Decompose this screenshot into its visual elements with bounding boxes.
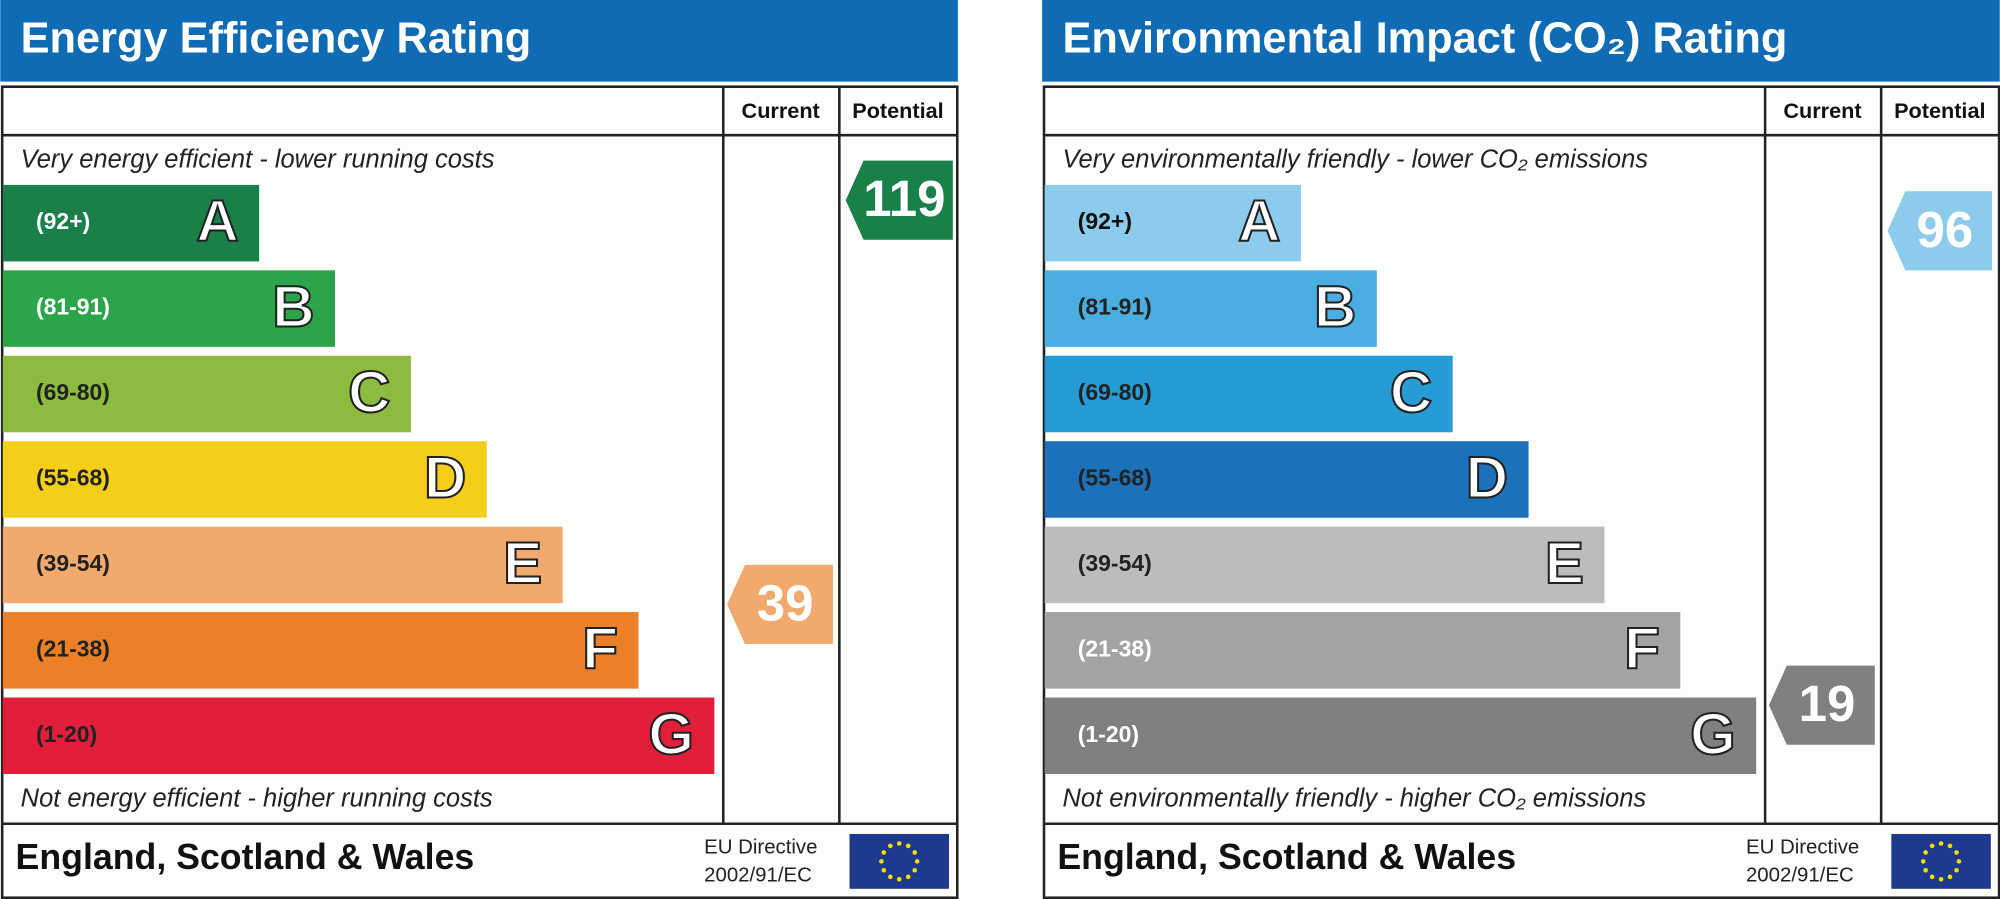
- bottom-note: Not energy efficient - higher running co…: [21, 784, 493, 812]
- directive-line: EU Directive: [704, 836, 817, 858]
- band-letter: D: [424, 446, 466, 511]
- eu-star: [914, 859, 920, 864]
- directive-line: 2002/91/EC: [1746, 864, 1854, 886]
- eu-star: [879, 859, 884, 864]
- eu-star: [1938, 841, 1944, 846]
- band-range: (1-20): [36, 721, 97, 747]
- band-bar: [1044, 355, 1453, 433]
- potential-arrow: [1887, 191, 1993, 271]
- band-range: (69-80): [36, 379, 110, 405]
- band-letter: A: [196, 189, 238, 254]
- potential-score: 119: [863, 170, 945, 227]
- eu-star: [1920, 859, 1926, 864]
- top-note: Very energy efficient - lower running co…: [21, 145, 495, 173]
- eu-star: [1947, 874, 1953, 880]
- band-letter: C: [348, 360, 390, 425]
- bottom-note: Not environmentally friendly - higher CO…: [1062, 784, 1646, 812]
- band-bar: [1044, 184, 1301, 262]
- potential-header: Potential: [852, 98, 943, 123]
- band-letter: C: [1390, 360, 1432, 425]
- eu-star: [905, 843, 911, 849]
- eu-star: [881, 850, 887, 855]
- rating-panel: Energy Efficiency Rating Current Potential…: [0, 0, 959, 899]
- eu-star: [896, 876, 902, 882]
- band-letter: D: [1466, 446, 1508, 511]
- band-bar: [2, 526, 563, 604]
- band-range: (21-38): [1078, 635, 1152, 661]
- eu-star: [912, 850, 918, 855]
- band-bar: [2, 697, 715, 775]
- eu-star: [1929, 843, 1935, 849]
- current-score: 39: [757, 574, 814, 631]
- directive-line: EU Directive: [1746, 836, 1859, 858]
- band-letter: E: [1545, 531, 1584, 596]
- top-note: Very environmentally friendly - lower CO…: [1062, 145, 1648, 173]
- title-bar: [1042, 0, 2000, 82]
- band-bar: [1044, 612, 1681, 689]
- panel-title: Energy Efficiency Rating: [21, 14, 532, 62]
- band-range: (69-80): [1078, 379, 1152, 405]
- band-bar: [1044, 697, 1757, 775]
- current-header: Current: [1783, 98, 1861, 123]
- title-bar: [0, 0, 958, 82]
- current-arrow: [727, 564, 833, 644]
- band-letter: E: [503, 531, 542, 596]
- band-range: (39-54): [36, 550, 110, 576]
- band-bar: [2, 355, 411, 433]
- current-score: 19: [1799, 675, 1856, 732]
- directive-line: 2002/91/EC: [704, 864, 812, 886]
- band-letter: F: [582, 616, 618, 681]
- eu-star: [888, 874, 893, 880]
- band-range: (92+): [1078, 208, 1132, 234]
- footer-country: England, Scotland & Wales: [1057, 837, 1516, 877]
- band-range: (81-91): [1078, 294, 1152, 320]
- band-letter: B: [272, 275, 314, 340]
- band-range: (55-68): [1078, 465, 1152, 491]
- band-letter: F: [1624, 616, 1660, 681]
- current-header: Current: [742, 98, 820, 123]
- band-range: (21-38): [36, 635, 110, 661]
- band-bar: [1044, 526, 1605, 604]
- eu-star: [1923, 868, 1928, 873]
- eu-star: [881, 868, 887, 873]
- potential-header: Potential: [1894, 98, 1985, 123]
- eu-star: [1954, 868, 1959, 873]
- band-letter: A: [1238, 189, 1280, 254]
- band-range: (92+): [36, 208, 90, 234]
- band-bar: [1044, 270, 1377, 347]
- band-bar: [2, 612, 639, 689]
- band-letter: G: [1690, 702, 1736, 767]
- eu-star: [1923, 850, 1928, 855]
- eu-star: [888, 843, 893, 849]
- eu-star: [905, 874, 911, 880]
- eu-star: [1954, 850, 1959, 855]
- band-letter: B: [1314, 275, 1356, 340]
- band-bar: [1044, 441, 1529, 518]
- eu-star: [1947, 843, 1953, 849]
- band-letter: G: [648, 702, 694, 767]
- band-range: (55-68): [36, 465, 110, 491]
- eu-star: [912, 868, 918, 873]
- band-bar: [2, 184, 260, 262]
- eu-star: [1929, 874, 1935, 880]
- footer-country: England, Scotland & Wales: [16, 837, 475, 877]
- band-range: (39-54): [1078, 550, 1152, 576]
- rating-panel: Environmental Impact (CO₂) Rating Current…: [1042, 0, 2000, 899]
- eu-star: [896, 841, 902, 846]
- current-arrow: [1768, 665, 1875, 745]
- band-range: (81-91): [36, 294, 110, 320]
- eu-star: [1938, 876, 1944, 882]
- band-bar: [2, 270, 335, 347]
- band-bar: [2, 441, 487, 518]
- band-range: (1-20): [1078, 721, 1139, 747]
- potential-arrow: [845, 160, 953, 240]
- eu-star: [1956, 859, 1962, 864]
- panel-title: Environmental Impact (CO₂) Rating: [1062, 14, 1787, 62]
- potential-score: 96: [1917, 201, 1974, 258]
